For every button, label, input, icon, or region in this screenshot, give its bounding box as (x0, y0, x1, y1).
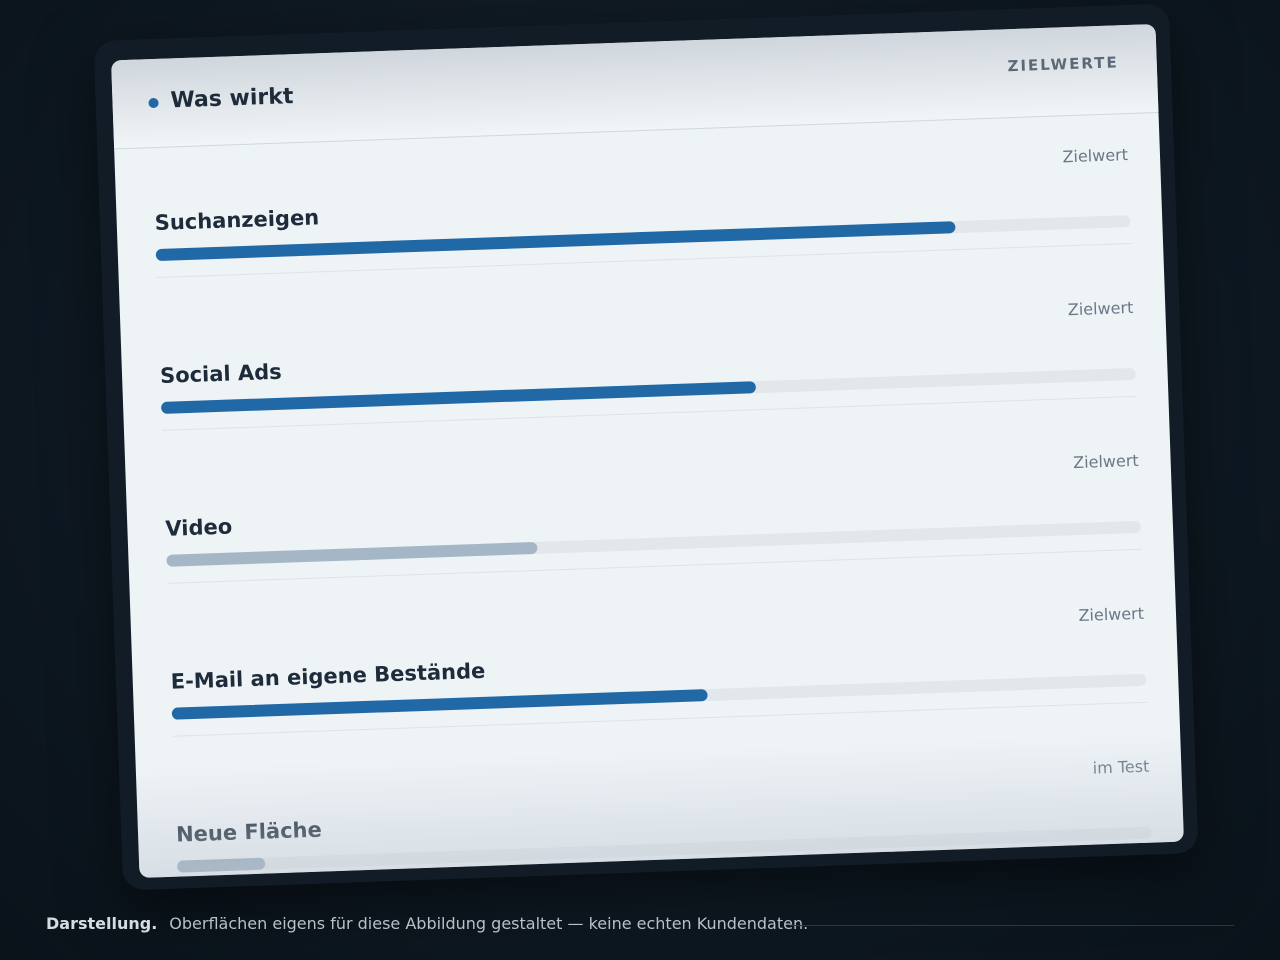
row: Zielwert Social Ads (159, 298, 1137, 442)
progress-bar (166, 541, 538, 567)
row: Zielwert Suchanzeigen (153, 145, 1132, 289)
footer-rule (790, 925, 1234, 926)
card-title: Was wirkt (170, 84, 294, 114)
row-status: Zielwert (1078, 603, 1145, 626)
footer-lead: Darstellung. (46, 914, 158, 933)
row-status: Zielwert (1062, 145, 1129, 167)
progress-track (166, 520, 1142, 567)
status-dot (148, 97, 159, 109)
row-label: Suchanzeigen (154, 205, 320, 236)
footer-text: Oberflächen eigens für diese Abbildung g… (169, 914, 809, 933)
row-label: E-Mail an eigene Bestände (170, 658, 486, 694)
card-tag: ZIELWERTE (1007, 53, 1120, 76)
row-label: Video (165, 514, 233, 541)
row: Zielwert E-Mail an eigene Bestände (169, 603, 1148, 748)
row-status: Zielwert (1067, 297, 1134, 320)
row-status: Zielwert (1072, 450, 1139, 473)
progress-bar (177, 857, 266, 873)
row-label: Neue Fläche (175, 817, 323, 847)
progress-track (160, 367, 1136, 414)
progress-bar (171, 689, 709, 720)
row-status: im Test (1092, 756, 1150, 778)
row-label: Social Ads (159, 359, 283, 388)
card: Was wirkt ZIELWERTE Zielwert Suchanzeigen… (111, 24, 1184, 878)
progress-bar (160, 381, 756, 414)
footer: Darstellung. Oberflächen eigens für diese… (46, 914, 808, 933)
row: Zielwert Video (164, 451, 1142, 595)
